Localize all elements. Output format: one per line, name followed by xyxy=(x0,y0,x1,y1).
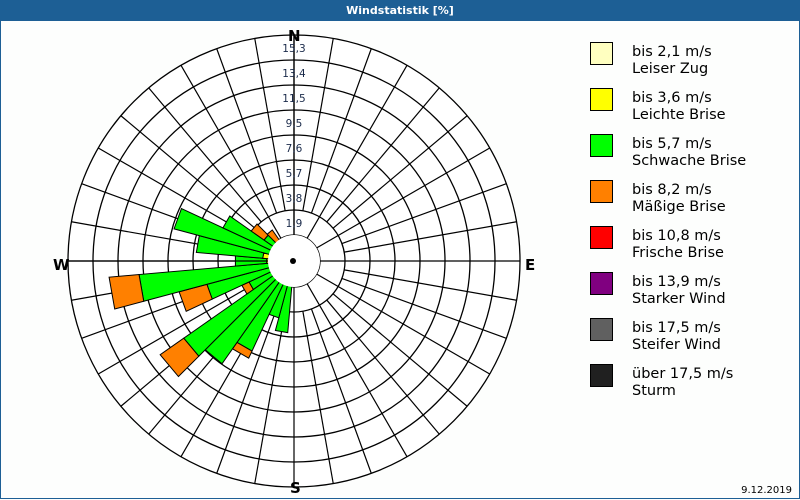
grid-spoke xyxy=(254,38,286,211)
grid-spoke xyxy=(302,38,334,211)
legend-label-name: Frische Brise xyxy=(632,245,724,261)
grid-spoke xyxy=(332,115,468,229)
legend-label-speed: bis 17,5 m/s xyxy=(632,320,721,336)
radial-tick-label: 15,3 xyxy=(282,43,305,55)
grid-spoke xyxy=(316,273,491,375)
grid-spoke xyxy=(341,183,507,245)
grid-spoke xyxy=(306,283,408,458)
grid-spoke xyxy=(148,87,262,223)
grid-spoke xyxy=(316,147,491,249)
legend-swatch xyxy=(590,134,613,157)
legend-swatch xyxy=(590,318,613,341)
legend-label-speed: bis 10,8 m/s xyxy=(632,228,721,244)
radial-tick-label: 3,8 xyxy=(286,193,303,205)
legend-label-speed: bis 2,1 m/s xyxy=(632,44,712,60)
grid-spoke xyxy=(344,221,517,253)
radial-tick-label: 1,9 xyxy=(286,218,303,230)
grid-spoke xyxy=(326,87,440,223)
legend-swatch xyxy=(590,226,613,249)
date-label: 9.12.2019 xyxy=(741,485,792,496)
compass-south: S xyxy=(290,479,301,497)
radial-tick-label: 13,4 xyxy=(282,68,306,80)
grid-spoke xyxy=(216,48,278,214)
legend-label-speed: bis 8,2 m/s xyxy=(632,182,712,198)
legend-label-speed: bis 3,6 m/s xyxy=(632,90,712,106)
grid-spoke xyxy=(254,311,286,484)
legend-swatch xyxy=(590,180,613,203)
compass-north: N xyxy=(288,27,301,45)
grid-spoke xyxy=(332,293,468,407)
legend-label-name: Starker Wind xyxy=(632,291,726,307)
legend-label-name: Leiser Zug xyxy=(632,61,709,77)
legend-label-name: Sturm xyxy=(632,383,676,399)
legend-label-speed: bis 5,7 m/s xyxy=(632,136,712,152)
grid-spoke xyxy=(216,308,278,474)
compass-east: E xyxy=(525,256,536,274)
legend-swatch xyxy=(590,272,613,295)
wind-sector-segment xyxy=(250,223,269,241)
compass-west: W xyxy=(53,256,70,274)
legend-label-name: Mäßige Brise xyxy=(632,199,726,215)
legend-label-speed: bis 13,9 m/s xyxy=(632,274,721,290)
radial-tick-label: 5,7 xyxy=(286,168,303,180)
legend-label-name: Steifer Wind xyxy=(632,337,721,353)
legend-label-speed: über 17,5 m/s xyxy=(632,366,734,382)
legend-swatch xyxy=(590,364,613,387)
wind-sector-segment xyxy=(159,337,200,378)
grid-spoke xyxy=(306,64,408,239)
grid-spoke xyxy=(302,311,334,484)
grid-spoke xyxy=(341,277,507,339)
wind-sector-segment xyxy=(108,274,145,310)
legend-label-name: Leichte Brise xyxy=(632,107,726,123)
grid-spoke xyxy=(120,115,256,229)
grid-spoke xyxy=(180,64,282,239)
chart-title: Windstatistik [%] xyxy=(0,0,800,21)
grid-spoke xyxy=(97,273,272,375)
grid-spoke xyxy=(310,308,372,474)
radial-tick-label: 7,6 xyxy=(286,143,303,155)
radial-tick-label: 9,5 xyxy=(286,118,303,130)
grid-spoke xyxy=(326,299,440,435)
grid-spoke xyxy=(344,269,517,301)
legend-swatch xyxy=(590,42,613,65)
legend-label-name: Schwache Brise xyxy=(632,153,747,169)
radial-tick-label: 11,5 xyxy=(282,93,305,105)
legend-swatch xyxy=(590,88,613,111)
grid-spoke xyxy=(310,48,372,214)
